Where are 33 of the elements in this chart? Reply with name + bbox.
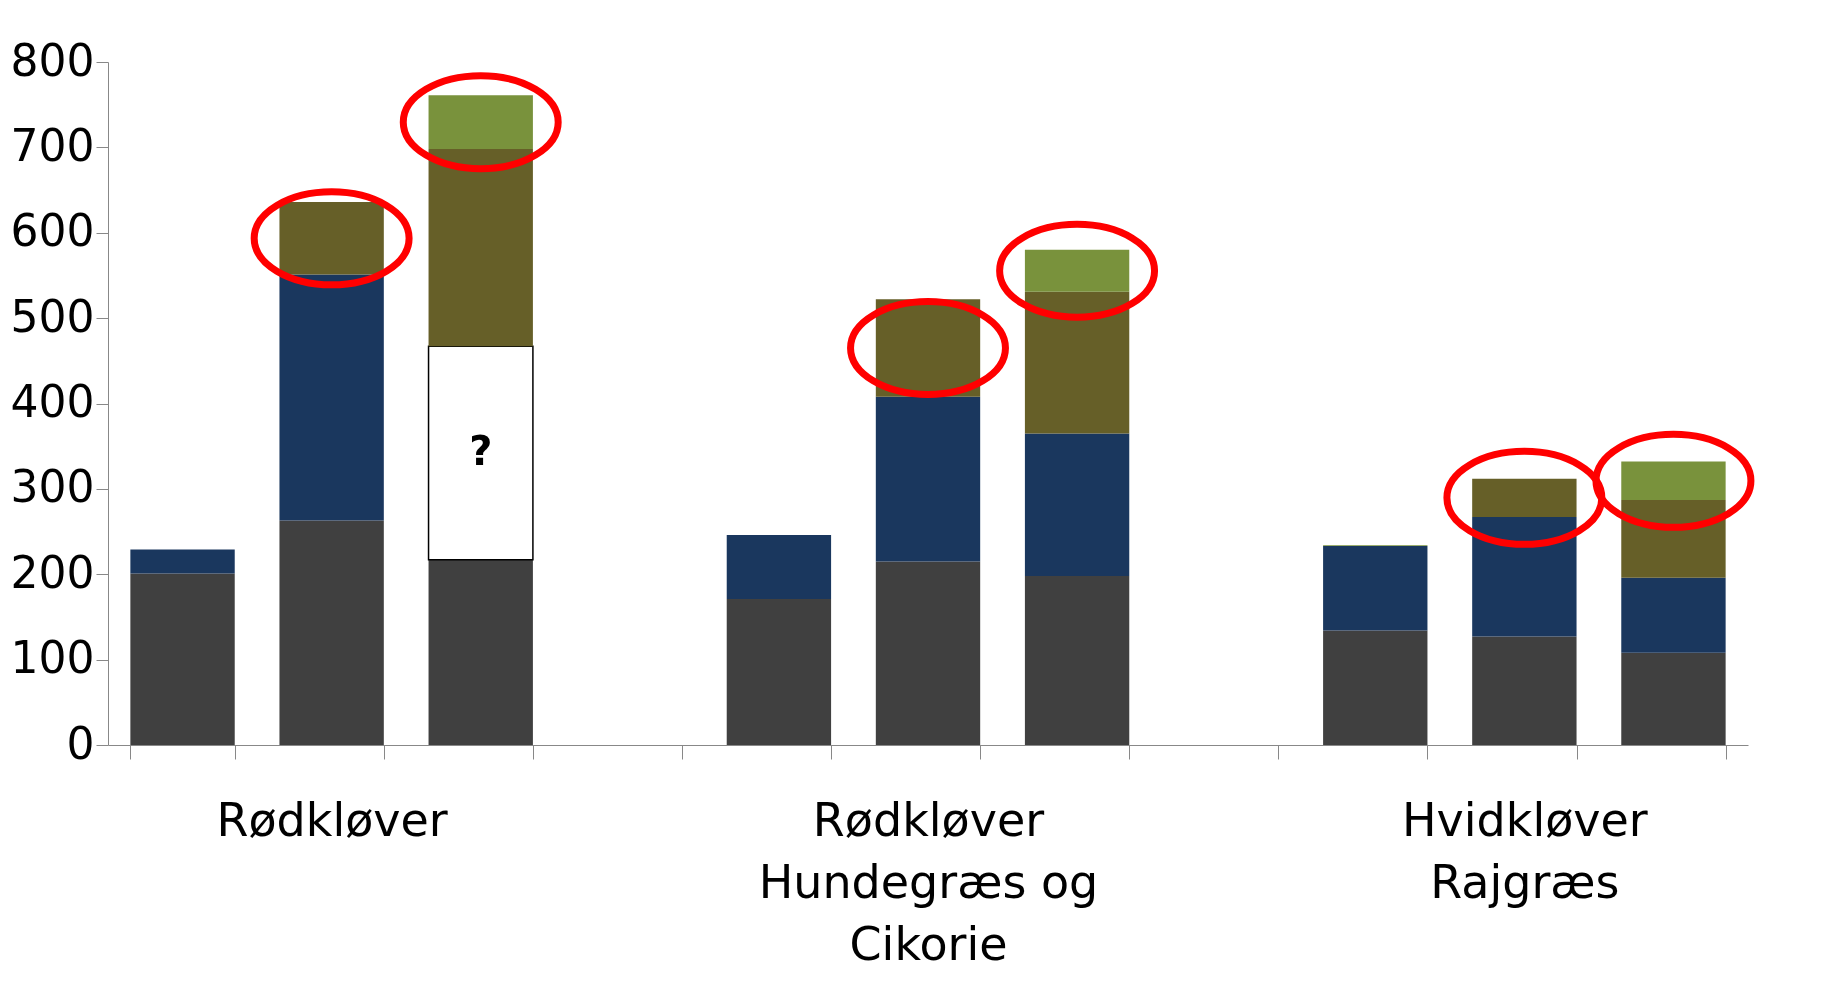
bar: [1323, 630, 1428, 745]
bar: [1024, 433, 1130, 576]
y-tick-label: 200: [10, 546, 95, 598]
bar: [726, 599, 832, 745]
bar: [1621, 652, 1726, 745]
bar: [1323, 546, 1428, 631]
y-tick-label: 600: [10, 205, 95, 257]
y-tick-label: 500: [10, 290, 95, 342]
y-tick-label: 300: [10, 461, 95, 513]
bar: [428, 559, 533, 745]
y-tick-label: 100: [10, 632, 95, 684]
bar: [726, 534, 832, 600]
bar: [1472, 636, 1577, 745]
bar: [1472, 478, 1577, 518]
x-tick-label: Rødkløver Hundegræs og Cikorie: [758, 792, 1099, 971]
bar: [1621, 461, 1726, 500]
y-tick-label: 800: [10, 34, 95, 86]
y-tick-label: 0: [66, 717, 95, 769]
annotation: ?: [469, 428, 493, 475]
x-tick-label: Rødkløver: [216, 792, 448, 847]
y-tick-label: 400: [10, 376, 95, 427]
bar: [279, 520, 384, 745]
x-tick-label: Hvidkløver Rajgræs: [1401, 792, 1648, 909]
bar: [875, 561, 981, 745]
bar: [130, 549, 235, 574]
bar: [1024, 575, 1130, 745]
bar: [130, 573, 235, 745]
bar: [1621, 577, 1726, 653]
y-tick-label: 700: [10, 119, 95, 171]
bar: [279, 202, 384, 275]
bar: [1024, 249, 1130, 292]
bar: [428, 95, 533, 150]
bar: [427, 345, 534, 561]
